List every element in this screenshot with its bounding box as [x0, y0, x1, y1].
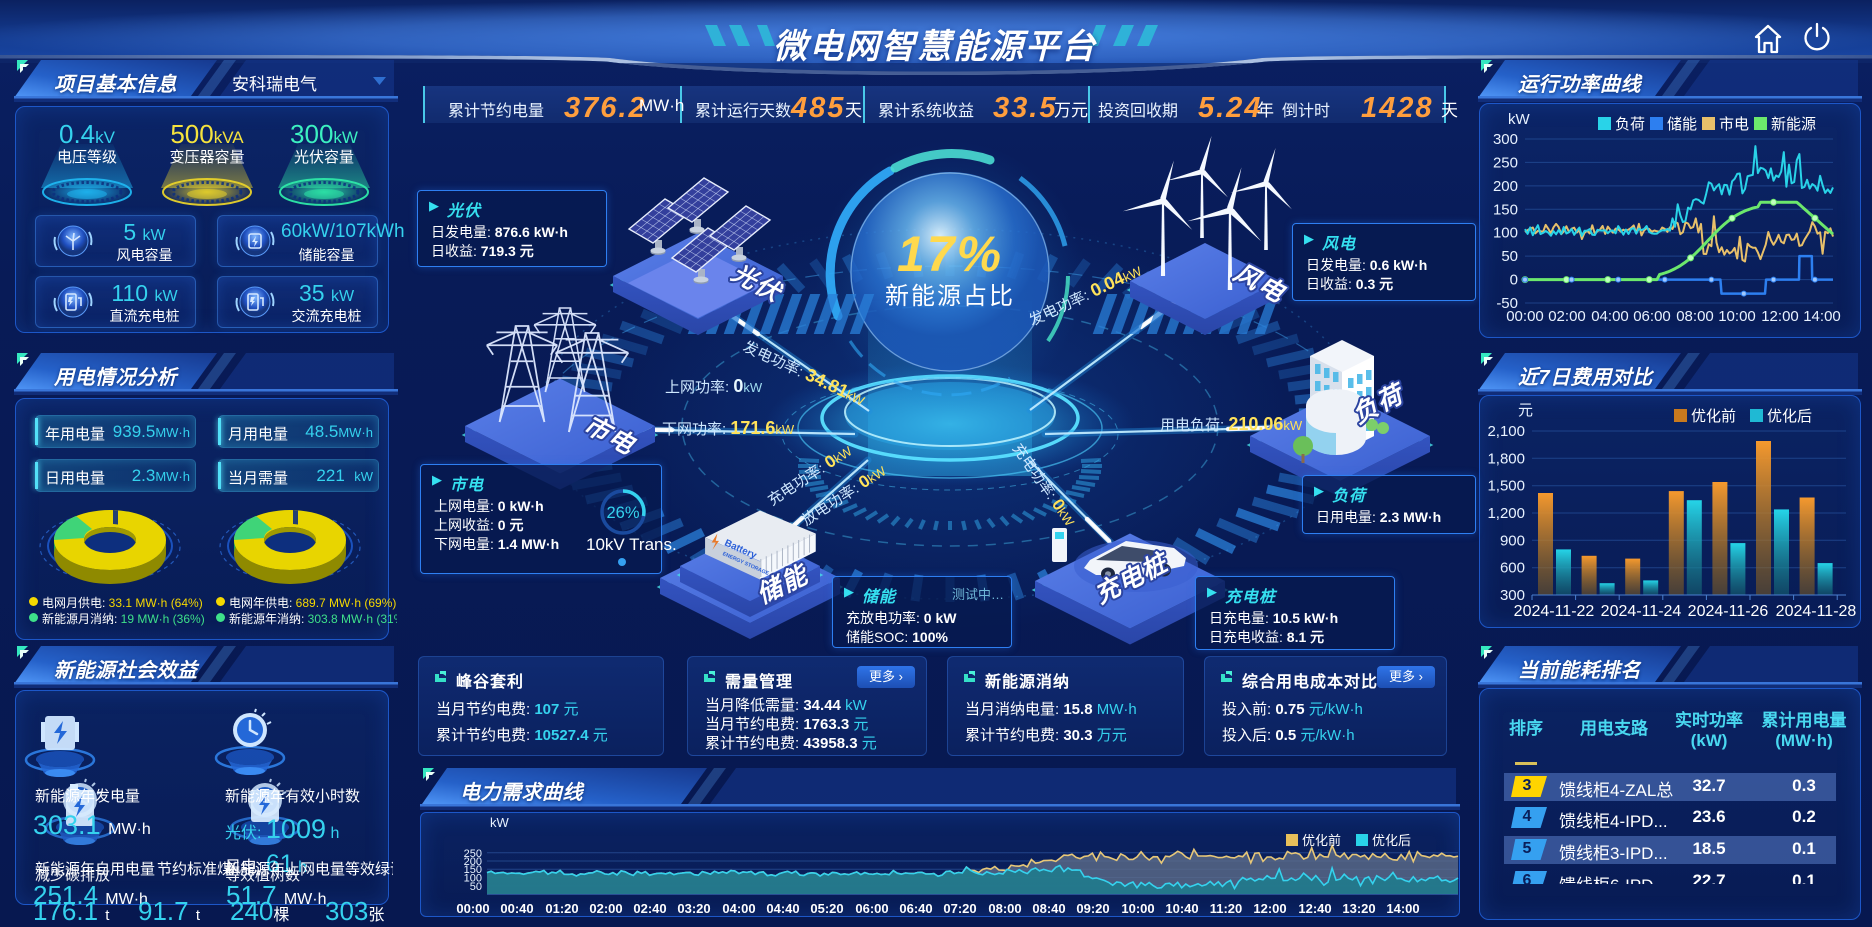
svg-text:300: 300: [1500, 587, 1525, 604]
svg-text:08:40: 08:40: [1032, 901, 1065, 916]
svg-text:02:00: 02:00: [1548, 308, 1586, 325]
svg-text:优化前: 优化前: [1302, 833, 1341, 848]
svg-text:新能源: 新能源: [1771, 116, 1816, 133]
svg-text:下网功率: 171.6kW: 下网功率: 171.6kW: [662, 418, 795, 438]
svg-text:12:00: 12:00: [1253, 901, 1286, 916]
svg-text:04:40: 04:40: [766, 901, 799, 916]
svg-text:10:40: 10:40: [1165, 901, 1198, 916]
svg-text:优化后: 优化后: [1372, 833, 1411, 848]
svg-text:02:40: 02:40: [633, 901, 666, 916]
svg-text:100: 100: [464, 873, 482, 885]
svg-text:200: 200: [1493, 178, 1518, 195]
svg-text:kW: kW: [490, 815, 510, 830]
svg-text:600: 600: [1500, 560, 1525, 577]
svg-text:300: 300: [1493, 131, 1518, 148]
svg-text:08:00: 08:00: [988, 901, 1021, 916]
svg-text:06:40: 06:40: [899, 901, 932, 916]
svg-text:优化后: 优化后: [1767, 408, 1812, 425]
svg-text:200: 200: [464, 856, 482, 868]
svg-text:250: 250: [1493, 154, 1518, 171]
svg-text:0: 0: [1510, 272, 1518, 289]
svg-text:优化前: 优化前: [1691, 408, 1736, 425]
svg-text:01:20: 01:20: [545, 901, 578, 916]
svg-text:2024-11-24: 2024-11-24: [1601, 603, 1682, 620]
svg-text:900: 900: [1500, 532, 1525, 549]
svg-text:06:00: 06:00: [855, 901, 888, 916]
svg-text:12:00: 12:00: [1761, 308, 1799, 325]
svg-text:kW: kW: [1508, 111, 1531, 128]
svg-text:100: 100: [1493, 225, 1518, 242]
svg-text:2,100: 2,100: [1487, 423, 1525, 440]
svg-text:1,200: 1,200: [1487, 505, 1525, 522]
svg-text:上网功率: 0kW: 上网功率: 0kW: [665, 376, 763, 396]
svg-text:市电: 市电: [1719, 116, 1749, 133]
svg-text:00:00: 00:00: [456, 901, 489, 916]
svg-text:10:00: 10:00: [1121, 901, 1154, 916]
svg-text:04:00: 04:00: [1591, 308, 1629, 325]
svg-text:13:20: 13:20: [1342, 901, 1375, 916]
svg-text:新能源占比: 新能源占比: [885, 283, 1015, 310]
svg-text:00:00: 00:00: [1506, 308, 1544, 325]
svg-text:2024-11-28: 2024-11-28: [1776, 603, 1857, 620]
svg-text:12:40: 12:40: [1298, 901, 1331, 916]
svg-text:02:00: 02:00: [589, 901, 622, 916]
svg-text:1,800: 1,800: [1487, 450, 1525, 467]
svg-text:04:00: 04:00: [722, 901, 755, 916]
svg-text:50: 50: [1501, 248, 1518, 265]
svg-text:00:40: 00:40: [500, 901, 533, 916]
svg-text:06:00: 06:00: [1633, 308, 1671, 325]
svg-text:50: 50: [470, 881, 482, 893]
svg-text:10:00: 10:00: [1718, 308, 1756, 325]
svg-text:-50: -50: [1496, 295, 1518, 312]
svg-text:2024-11-26: 2024-11-26: [1688, 603, 1769, 620]
svg-text:09:20: 09:20: [1076, 901, 1109, 916]
svg-text:150: 150: [1493, 201, 1518, 218]
svg-text:17%: 17%: [897, 226, 1003, 282]
svg-text:2024-11-22: 2024-11-22: [1514, 603, 1595, 620]
svg-text:250: 250: [464, 848, 482, 860]
svg-text:03:20: 03:20: [677, 901, 710, 916]
svg-text:14:00: 14:00: [1386, 901, 1419, 916]
svg-text:11:20: 11:20: [1210, 901, 1243, 916]
svg-text:元: 元: [1518, 402, 1533, 419]
svg-text:26%: 26%: [606, 504, 639, 522]
svg-text:150: 150: [464, 864, 482, 876]
svg-text:1,500: 1,500: [1487, 478, 1525, 495]
svg-text:08:00: 08:00: [1676, 308, 1714, 325]
svg-text:负荷: 负荷: [1615, 116, 1645, 133]
svg-text:07:20: 07:20: [943, 901, 976, 916]
svg-text:14:00: 14:00: [1803, 308, 1841, 325]
svg-text:储能: 储能: [1667, 116, 1697, 133]
svg-text:用电负荷: 210.06kW: 用电负荷: 210.06kW: [1160, 414, 1303, 434]
svg-text:05:20: 05:20: [810, 901, 843, 916]
